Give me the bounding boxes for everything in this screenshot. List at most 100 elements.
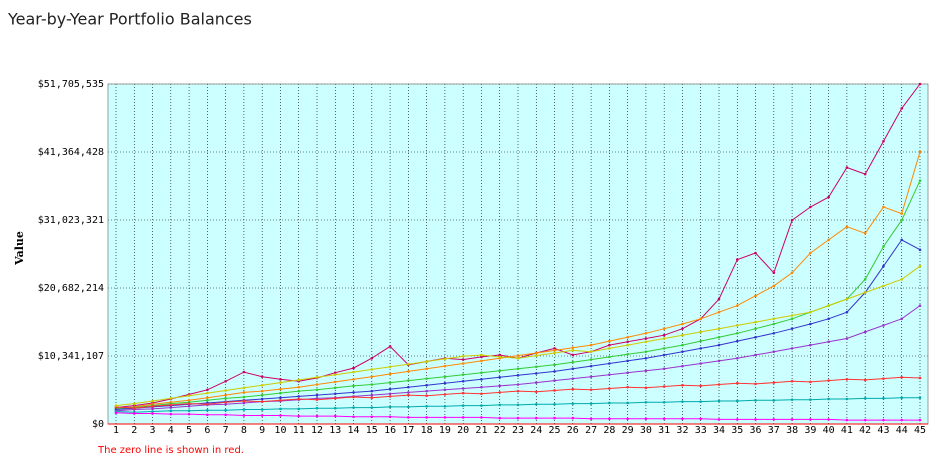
x-tick-label: 9 [259, 425, 265, 436]
y-tick-label: $51,705,535 [38, 79, 104, 90]
data-point [735, 331, 739, 335]
data-point [480, 371, 483, 375]
data-point [772, 399, 776, 402]
data-point [553, 416, 556, 420]
data-point [480, 353, 483, 357]
x-tick-label: 15 [366, 425, 378, 436]
data-point [279, 396, 282, 399]
data-point [827, 317, 830, 321]
data-point [425, 394, 428, 398]
data-point [480, 404, 483, 407]
x-tick-label: 39 [804, 425, 816, 436]
data-point [132, 402, 136, 405]
x-tick-label: 27 [585, 425, 597, 436]
data-point [754, 320, 757, 324]
data-point [425, 416, 428, 419]
x-tick-label: 25 [549, 425, 561, 436]
data-point [827, 379, 830, 382]
data-point [845, 397, 849, 401]
data-point [315, 414, 319, 418]
data-point [498, 376, 502, 379]
x-tick-label: 31 [658, 425, 670, 436]
data-point [827, 195, 830, 199]
data-point [699, 317, 703, 321]
data-point [297, 378, 301, 382]
data-point [882, 324, 885, 327]
data-point [242, 391, 246, 394]
data-point [333, 371, 337, 375]
x-tick-label: 33 [695, 425, 707, 436]
data-point [681, 417, 684, 421]
data-point [370, 356, 374, 360]
data-point [279, 387, 282, 391]
data-point [571, 416, 575, 420]
x-tick-label: 34 [713, 425, 725, 436]
data-point [407, 391, 410, 394]
data-point [498, 355, 502, 359]
data-point [772, 317, 776, 321]
data-point [425, 383, 428, 387]
data-point [589, 343, 593, 347]
data-point [498, 353, 502, 357]
data-point [882, 418, 885, 422]
data-point [224, 413, 227, 417]
data-point [315, 388, 319, 392]
data-point [699, 339, 703, 343]
data-point [151, 399, 154, 403]
data-point [132, 412, 136, 415]
data-point [516, 374, 520, 377]
data-point [443, 416, 447, 419]
x-tick-label: 13 [329, 425, 341, 436]
x-tick-label: 12 [311, 425, 323, 436]
data-point [407, 362, 410, 366]
x-tick-label: 38 [786, 425, 798, 436]
data-point [662, 417, 666, 421]
data-point [534, 351, 538, 355]
data-point [644, 401, 648, 404]
data-point [425, 360, 428, 363]
data-point [863, 232, 867, 235]
plot-area [108, 84, 928, 424]
x-tick-label: 18 [421, 425, 433, 436]
data-point [790, 317, 794, 321]
data-point [626, 359, 629, 363]
data-point [333, 392, 337, 396]
data-point [443, 381, 447, 385]
data-point [480, 377, 483, 381]
data-point [845, 225, 849, 229]
data-point [900, 376, 904, 379]
x-tick-label: 22 [494, 425, 506, 436]
data-point [370, 389, 374, 393]
data-point [827, 418, 830, 421]
data-point [534, 390, 538, 394]
data-point [169, 409, 173, 413]
data-point [352, 384, 355, 388]
data-point [644, 340, 648, 344]
x-tick-label: 1 [113, 425, 119, 436]
data-point [260, 393, 264, 397]
x-tick-label: 8 [241, 425, 247, 436]
data-point [772, 271, 776, 275]
data-point [206, 388, 209, 392]
x-tick-label: 2 [131, 425, 137, 436]
data-point [297, 407, 301, 411]
data-point [480, 385, 483, 389]
data-point [297, 395, 301, 398]
data-point [260, 400, 264, 403]
data-point [480, 359, 483, 363]
x-tick-label: 43 [877, 425, 889, 436]
data-point [790, 418, 794, 421]
data-point [735, 339, 739, 343]
x-tick-label: 3 [150, 425, 156, 436]
data-point [571, 377, 575, 380]
x-tick-label: 24 [530, 425, 542, 436]
data-point [918, 376, 922, 380]
data-point [516, 389, 520, 393]
data-point [516, 383, 520, 386]
x-tick-label: 26 [567, 425, 579, 436]
data-point [571, 349, 575, 352]
data-point [352, 370, 355, 374]
data-point [681, 343, 684, 347]
data-point [206, 402, 209, 406]
